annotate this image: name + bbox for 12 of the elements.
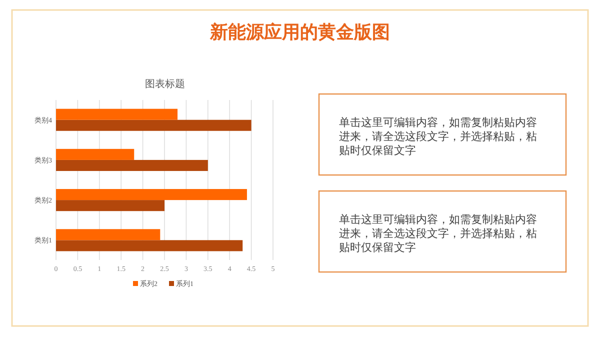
chart-title: 新能源应用的黄金版图 bbox=[209, 22, 390, 42]
bar bbox=[56, 148, 134, 160]
text: 单击这里可编辑内容，如需复制粘贴内容进来，请全选这段文字，并选择粘贴，粘贴时仅保留文字 bbox=[339, 213, 537, 254]
bar bbox=[56, 120, 252, 131]
bar bbox=[56, 108, 178, 120]
chart-subtitle: 图表标题 bbox=[145, 78, 185, 90]
text: 单击这里可编辑内容，如需复制粘贴内容进来，请全选这段文字，并选择粘贴，粘贴时仅保留文字 bbox=[339, 116, 537, 157]
bar bbox=[56, 229, 160, 240]
bar bbox=[56, 240, 243, 252]
bar bbox=[56, 160, 208, 171]
bar bbox=[56, 200, 164, 212]
bar bbox=[56, 189, 247, 200]
